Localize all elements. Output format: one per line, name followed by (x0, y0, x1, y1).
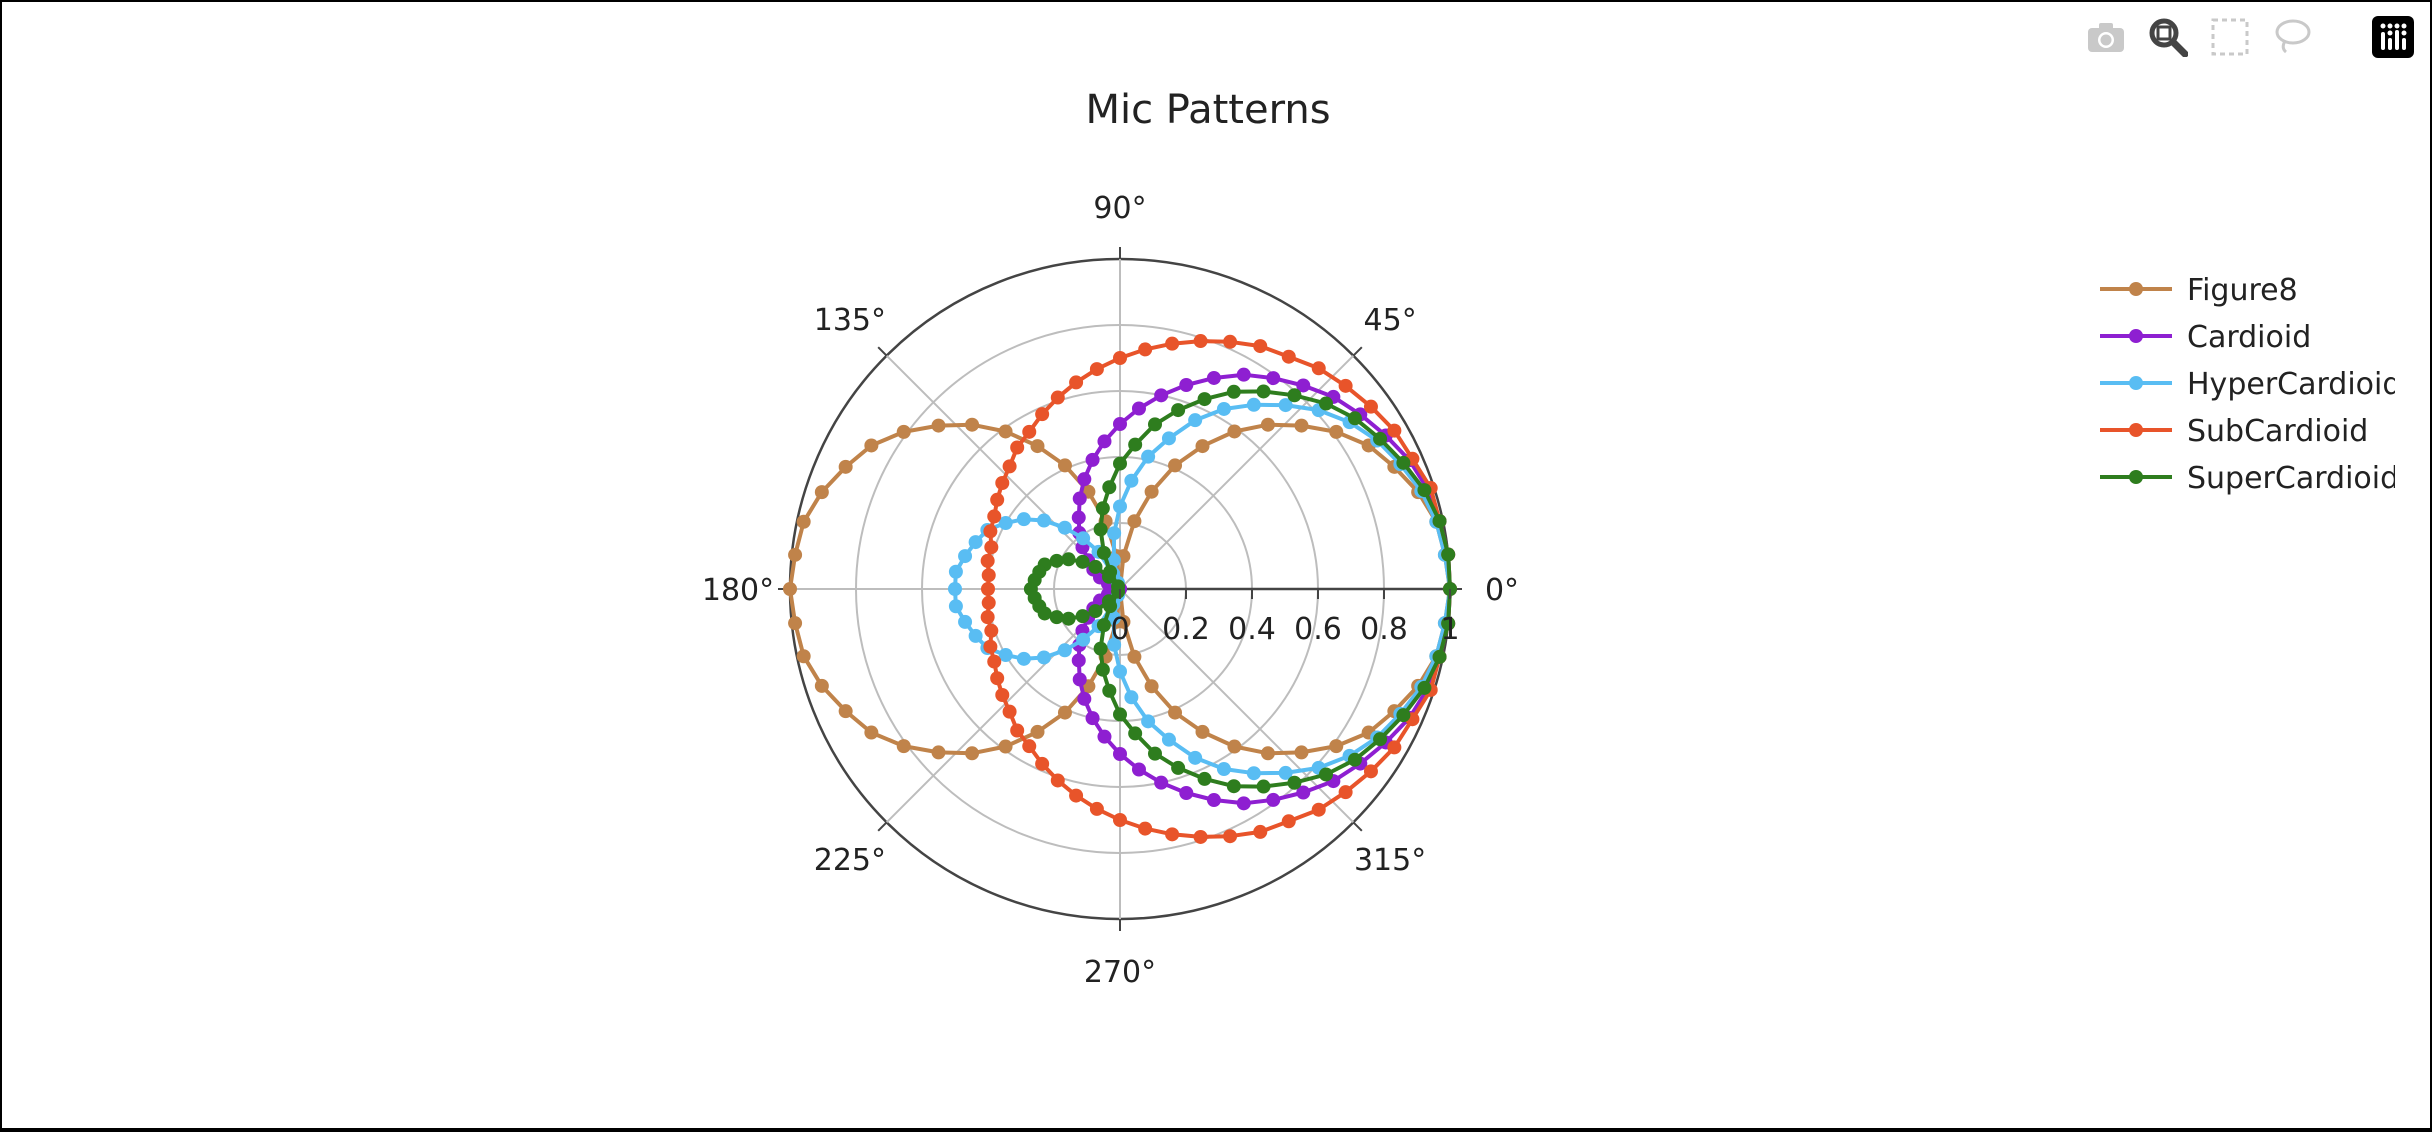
zoom-icon[interactable] (2148, 17, 2188, 57)
box-select-icon[interactable] (2210, 17, 2250, 57)
modebar (2086, 16, 2414, 58)
camera-icon[interactable] (2086, 17, 2126, 57)
plotly-logo-icon[interactable] (2372, 16, 2414, 58)
lasso-select-icon[interactable] (2272, 17, 2312, 57)
